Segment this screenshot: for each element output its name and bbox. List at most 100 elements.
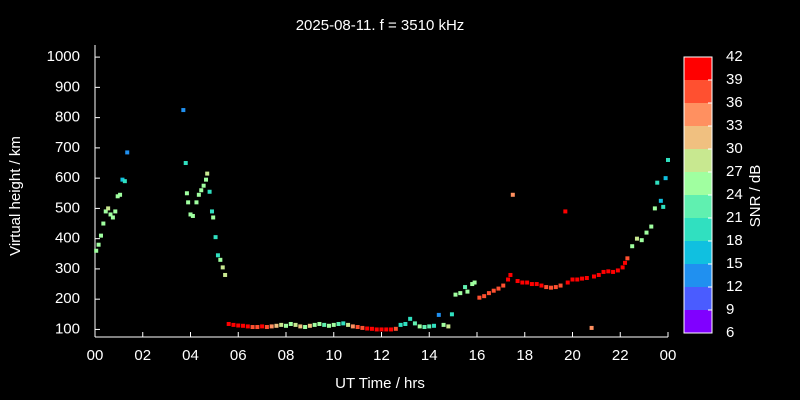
point	[666, 157, 670, 162]
y-tick-label: 700	[55, 139, 80, 156]
point	[298, 324, 303, 329]
colorbar-tick-label: 30	[726, 140, 743, 157]
point	[181, 108, 186, 113]
point	[101, 221, 106, 226]
point	[108, 212, 113, 217]
point	[350, 324, 355, 329]
colorbar-band	[684, 57, 712, 80]
point	[184, 191, 189, 196]
point	[649, 224, 654, 229]
point	[477, 295, 482, 300]
point	[501, 283, 506, 288]
point	[458, 291, 463, 296]
point	[183, 161, 188, 166]
point	[441, 322, 446, 327]
point	[312, 322, 317, 327]
colorbar-tick-label: 9	[726, 301, 734, 318]
point	[220, 265, 225, 270]
x-tick-label: 16	[469, 347, 486, 364]
colorbar-tick-label: 33	[726, 117, 743, 134]
y-tick-label: 200	[55, 290, 80, 307]
y-tick-label: 600	[55, 169, 80, 186]
y-tick-label: 800	[55, 109, 80, 126]
point	[432, 323, 437, 328]
y-tick-label: 900	[55, 78, 80, 95]
x-tick-label: 00	[87, 347, 104, 364]
point	[255, 325, 260, 330]
colorbar-tick-label: 24	[726, 186, 743, 203]
x-tick-label: 22	[612, 347, 629, 364]
colorbar-tick-label: 39	[726, 71, 743, 88]
colorbar-band	[684, 264, 712, 287]
y-axis-label: Virtual height / km	[7, 136, 24, 256]
point	[652, 206, 657, 211]
point	[623, 260, 628, 265]
point	[470, 282, 475, 287]
colorbar-band	[684, 241, 712, 264]
x-tick-label: 14	[421, 347, 438, 364]
point	[655, 180, 660, 185]
point	[213, 235, 218, 240]
point	[384, 327, 389, 332]
point	[226, 321, 231, 326]
colorbar-band	[684, 218, 712, 241]
point	[491, 288, 496, 293]
colorbar-tick-label: 36	[726, 94, 743, 111]
point	[525, 280, 530, 285]
point	[186, 200, 191, 205]
point	[113, 209, 118, 214]
point	[472, 280, 477, 285]
point	[211, 215, 216, 220]
y-tick-label: 300	[55, 260, 80, 277]
colorbar-band	[684, 310, 712, 333]
y-tick-label: 1000	[47, 48, 80, 65]
point	[634, 236, 639, 241]
point	[398, 322, 403, 327]
point	[408, 316, 413, 321]
point	[303, 325, 308, 330]
point	[630, 244, 635, 249]
point	[223, 272, 228, 277]
point	[422, 325, 427, 330]
point	[436, 312, 441, 317]
point	[529, 282, 534, 287]
colorbar-band	[684, 195, 712, 218]
point	[515, 279, 520, 284]
point	[663, 176, 668, 181]
point	[379, 327, 384, 332]
point	[601, 269, 606, 274]
point	[539, 283, 544, 288]
point	[544, 285, 549, 290]
point	[194, 200, 199, 205]
colorbar-tick-label: 21	[726, 209, 743, 226]
point	[284, 323, 288, 328]
point	[510, 192, 515, 197]
point	[365, 326, 370, 331]
x-tick-label: 10	[325, 347, 342, 364]
point	[374, 327, 379, 332]
point	[199, 188, 204, 193]
point	[449, 312, 454, 317]
point	[236, 323, 241, 328]
point	[355, 325, 360, 330]
point	[393, 326, 398, 331]
x-tick-label: 04	[182, 347, 199, 364]
x-axis-label: UT Time / hrs	[335, 375, 425, 392]
point	[288, 321, 293, 326]
point	[496, 286, 501, 291]
point	[264, 325, 269, 330]
colorbar-band	[684, 103, 712, 126]
point	[110, 215, 115, 220]
point	[589, 325, 594, 330]
chart-title: 2025-08-11. f = 3510 kHz	[296, 17, 465, 34]
point	[615, 268, 620, 273]
point	[611, 269, 616, 274]
x-tick-label: 08	[278, 347, 295, 364]
point	[250, 325, 255, 330]
point	[293, 322, 298, 327]
point	[218, 257, 223, 262]
point	[245, 324, 250, 329]
x-tick-label: 02	[134, 347, 151, 364]
point	[570, 277, 575, 282]
